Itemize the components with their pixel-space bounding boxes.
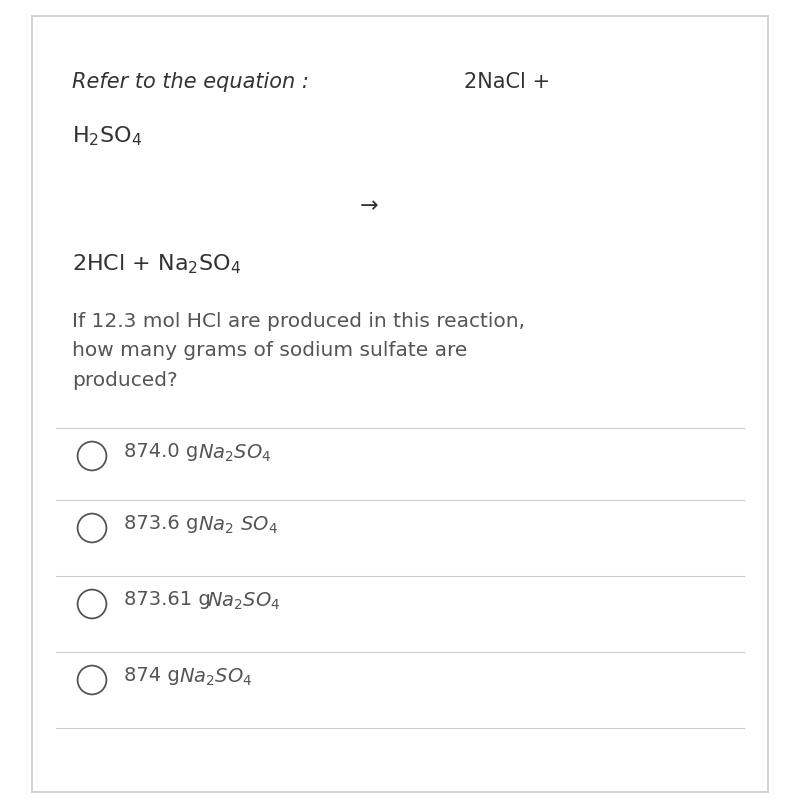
Text: 2NaCl +: 2NaCl +: [464, 72, 550, 92]
Text: →: →: [360, 196, 378, 216]
Text: Na$_2$ SO$_4$: Na$_2$ SO$_4$: [198, 514, 278, 536]
Text: Na$_2$SO$_4$: Na$_2$SO$_4$: [179, 666, 253, 688]
FancyBboxPatch shape: [32, 16, 768, 792]
Text: 2HCl + Na$_2$SO$_4$: 2HCl + Na$_2$SO$_4$: [72, 252, 241, 275]
Text: Na$_2$SO$_4$: Na$_2$SO$_4$: [206, 590, 281, 612]
Text: 873.61 g: 873.61 g: [124, 590, 217, 610]
Text: 874 g: 874 g: [124, 666, 186, 686]
Text: 873.6 g: 873.6 g: [124, 514, 205, 534]
Text: Refer to the equation :: Refer to the equation :: [72, 72, 309, 92]
Text: Na$_2$SO$_4$: Na$_2$SO$_4$: [198, 442, 271, 464]
Text: H$_2$SO$_4$: H$_2$SO$_4$: [72, 124, 142, 147]
Text: If 12.3 mol HCl are produced in this reaction,
how many grams of sodium sulfate : If 12.3 mol HCl are produced in this rea…: [72, 312, 525, 390]
Text: 874.0 g: 874.0 g: [124, 442, 205, 462]
